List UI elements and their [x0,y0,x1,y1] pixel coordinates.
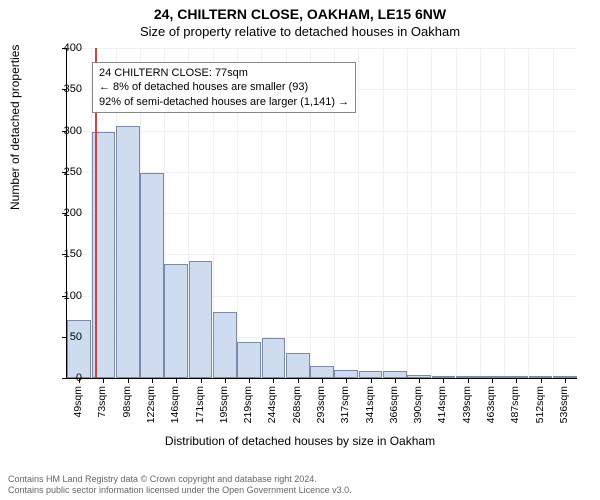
gridline-v [480,48,481,378]
annotation-box: 24 CHILTERN CLOSE: 77sqm ← 8% of detache… [92,62,356,113]
annotation-line-1: 24 CHILTERN CLOSE: 77sqm [99,66,349,80]
x-tick-mark [225,378,226,383]
histogram-bar [237,342,261,378]
footer-line-2: Contains public sector information licen… [8,485,352,496]
x-tick-mark [152,378,153,383]
x-tick-label: 536sqm [558,386,570,423]
x-tick-mark [273,378,274,383]
x-tick-mark [103,378,104,383]
x-tick-label: 268sqm [291,386,303,423]
gridline-v [528,48,529,378]
gridline-v [407,48,408,378]
x-tick-label: 73sqm [96,386,108,418]
x-tick-label: 439sqm [461,386,473,423]
x-tick-label: 195sqm [218,386,230,423]
histogram-bar [286,353,310,378]
y-tick-label: 400 [42,42,82,54]
y-tick-label: 300 [42,125,82,137]
y-tick-label: 150 [42,248,82,260]
x-axis-label: Distribution of detached houses by size … [0,434,600,448]
histogram-bar [383,371,407,378]
x-tick-mark [419,378,420,383]
y-tick-label: 200 [42,207,82,219]
histogram-bar [213,312,237,378]
histogram-bar [67,320,91,378]
x-tick-mark [322,378,323,383]
x-tick-label: 341sqm [364,386,376,423]
x-tick-label: 171sqm [194,386,206,423]
annotation-line-2: ← 8% of detached houses are smaller (93) [99,80,349,94]
x-tick-label: 219sqm [242,386,254,423]
y-axis-label: Number of detached properties [8,45,22,210]
histogram-bar [164,264,188,378]
x-tick-label: 293sqm [315,386,327,423]
gridline-h [67,131,577,132]
gridline-v [504,48,505,378]
x-tick-mark [249,378,250,383]
footer-line-1: Contains HM Land Registry data © Crown c… [8,474,352,485]
x-tick-mark [443,378,444,383]
gridline-v [383,48,384,378]
histogram-bar [262,338,286,378]
gridline-h [67,48,577,49]
x-tick-mark [128,378,129,383]
gridline-v [431,48,432,378]
x-tick-mark [371,378,372,383]
x-tick-label: 317sqm [339,386,351,423]
histogram-bar [310,366,334,378]
x-tick-label: 146sqm [169,386,181,423]
x-tick-mark [176,378,177,383]
histogram-bar [116,126,140,378]
histogram-bar [359,371,383,378]
histogram-bar [140,173,164,378]
x-tick-label: 414sqm [436,386,448,423]
x-tick-label: 390sqm [412,386,424,423]
x-tick-label: 122sqm [145,386,157,423]
title-main: 24, CHILTERN CLOSE, OAKHAM, LE15 6NW [0,0,600,22]
x-tick-mark [395,378,396,383]
x-tick-mark [298,378,299,383]
histogram-bar [334,370,358,378]
y-tick-label: 50 [42,331,82,343]
x-tick-label: 98sqm [121,386,133,418]
x-tick-mark [492,378,493,383]
x-tick-mark [516,378,517,383]
x-tick-label: 244sqm [266,386,278,423]
footer: Contains HM Land Registry data © Crown c… [8,474,352,497]
x-tick-mark [468,378,469,383]
y-tick-label: 250 [42,166,82,178]
gridline-v [358,48,359,378]
title-sub: Size of property relative to detached ho… [0,22,600,39]
x-tick-label: 49sqm [72,386,84,418]
x-tick-label: 366sqm [388,386,400,423]
x-tick-label: 463sqm [485,386,497,423]
gridline-v [553,48,554,378]
y-tick-label: 100 [42,290,82,302]
y-tick-label: 0 [42,372,82,384]
annotation-line-3: 92% of semi-detached houses are larger (… [99,95,349,109]
chart-container: 24, CHILTERN CLOSE, OAKHAM, LE15 6NW Siz… [0,0,600,500]
x-tick-label: 512sqm [534,386,546,423]
x-tick-mark [201,378,202,383]
histogram-bar [189,261,213,378]
y-tick-label: 350 [42,83,82,95]
x-tick-mark [541,378,542,383]
x-tick-mark [346,378,347,383]
gridline-v [456,48,457,378]
x-tick-label: 487sqm [509,386,521,423]
x-tick-mark [565,378,566,383]
